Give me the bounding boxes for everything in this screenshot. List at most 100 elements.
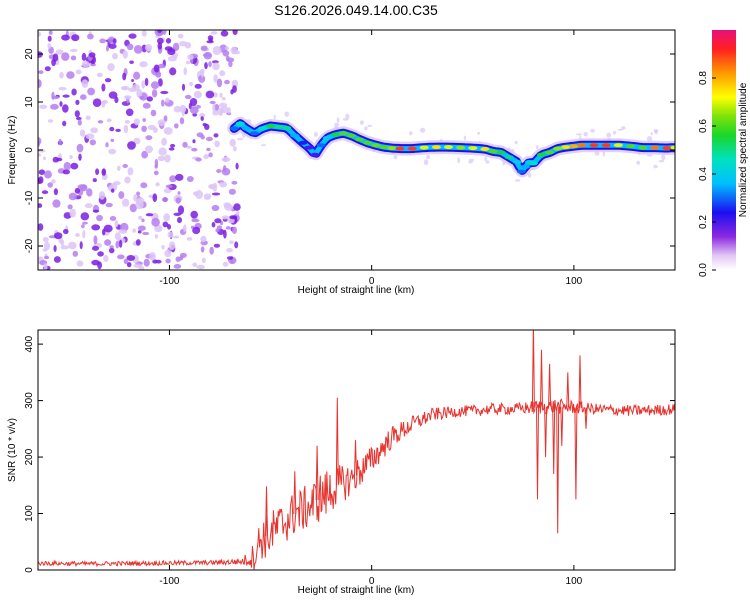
spectrogram-noise-speck [75,69,82,75]
spectrogram-noise-speck [231,180,238,185]
spectrogram-noise-speck [88,52,96,58]
snr-y-tick-label: 100 [24,505,35,522]
spectrogram-noise-speck [92,209,100,213]
spectrogram-noise-speck [186,176,194,182]
snr-spike [544,406,548,458]
spectrogram-noise-speck [164,154,171,163]
spectrogram-noise-speck [191,147,198,152]
spectrogram-ridge-point [346,133,356,138]
spectrogram-noise-speck [184,42,192,49]
spectrogram-ridge-point [379,145,389,150]
spectrogram-noise-speck [208,38,213,43]
spectrogram-noise-speck [177,217,182,224]
spectrogram-noise-speck [136,191,141,197]
spectrogram-noise-speck [69,155,73,159]
spectrogram-x-tick-label: 0 [369,276,375,287]
spectrogram-noise-speck [72,250,79,257]
spectrogram-noise-speck [208,152,213,158]
spectrogram-noise-speck [169,67,177,76]
spectrogram-noise-speck [132,228,136,233]
spectrogram-noise-speck [87,33,94,40]
spectrogram-halo-speck [477,131,481,135]
spectrogram-noise-speck [214,104,220,111]
spectrogram-noise-speck [155,182,160,187]
spectrogram-noise-speck [165,38,172,44]
spectrogram-noise-speck [229,240,234,244]
spectrogram-noise-speck [112,53,118,60]
spectrogram-noise-speck [58,153,62,159]
spectrogram-noise-speck [55,49,64,55]
spectrogram-noise-speck [47,182,53,188]
spectrogram-noise-speck [186,145,193,149]
spectrogram-noise-speck [177,191,181,195]
spectrogram-noise-speck [186,237,193,241]
spectrogram-noise-speck [214,218,222,224]
spectrogram-halo-speck [617,128,624,131]
spectrogram-noise-speck [146,96,153,102]
spectrogram-ridge-point [516,169,526,174]
spectrogram-noise-speck [52,199,61,208]
spectrogram-noise-speck [60,245,69,250]
spectrogram-noise-speck [173,212,182,216]
spectrogram-noise-speck [101,100,106,108]
spectrogram-noise-speck [172,42,180,52]
spectrogram-noise-speck [192,262,198,267]
spectrogram-halo-speck [367,124,373,127]
spectrogram-noise-speck [200,116,204,121]
spectrogram-y-tick-label: 20 [24,48,35,60]
spectrogram-noise-speck [41,190,49,195]
spectrogram-ridge-point [601,143,611,148]
snr-y-tick-label: 400 [24,335,35,352]
spectrogram-halo-speck [393,155,398,160]
spectrogram-noise-speck [53,188,59,196]
spectrogram-noise-speck [138,215,143,220]
spectrogram-ridge-point [241,126,251,131]
spectrogram-noise-speck [140,182,148,189]
spectrogram-halo-speck [409,131,413,136]
spectrogram-noise-speck [181,108,185,117]
spectrogram-noise-speck [165,97,170,103]
spectrogram-noise-speck [99,38,106,44]
spectrogram-noise-speck [169,175,177,183]
spectrogram-halo-speck [426,154,430,160]
spectrogram-noise-speck [225,46,229,50]
spectrogram-noise-speck [160,90,169,95]
spectrogram-noise-speck [43,156,46,161]
spectrogram-noise-speck [70,48,78,53]
spectrogram-noise-speck [154,224,163,233]
colorbar-tick-label: 0.0 [698,263,709,277]
spectrogram-noise-speck [109,216,117,221]
snr-y-axis-label: SNR (10 * v/v) [7,418,18,482]
spectrogram-ridge-point [363,140,373,145]
snr-axes: -100 0 100 0 100 200 300 400 [24,330,675,587]
spectrogram-noise-speck [141,30,147,37]
spectrogram-noise-speck [145,135,153,141]
spectrogram-ridge-point [613,143,623,148]
spectrogram-halo-speck [621,126,626,130]
spectrogram-x-tick-label: 100 [566,276,583,287]
spectrogram-noise-speck [101,83,106,92]
spectrogram-noise-speck [104,78,112,83]
spectrogram-noise-speck [78,153,82,161]
spectrogram-noise-speck [177,205,185,215]
spectrogram-ridge-point [589,143,599,148]
spectrogram-halo-speck [590,128,595,133]
spectrogram-halo-speck [576,133,582,136]
spectrogram-noise-speck [77,184,87,190]
spectrogram-noise-speck [119,222,129,232]
spectrogram-halo-speck [514,140,518,145]
spectrogram-noise-speck [187,54,194,60]
snr-spike [552,406,556,475]
spectrogram-noise-speck [216,78,223,88]
spectrogram-noise-speck [200,134,205,140]
spectrogram-noise-speck [138,225,146,231]
spectrogram-noise-speck [90,63,96,67]
spectrogram-noise-speck [103,255,109,262]
spectrogram-noise-speck [52,53,59,62]
spectrogram-ridge-point [298,140,308,145]
spectrogram-ridge-point [553,146,563,151]
spectrogram-noise-speck [90,127,99,134]
spectrogram-noise-speck [61,52,70,61]
spectrogram-noise-speck [137,230,142,234]
spectrogram-noise-speck [53,245,57,252]
